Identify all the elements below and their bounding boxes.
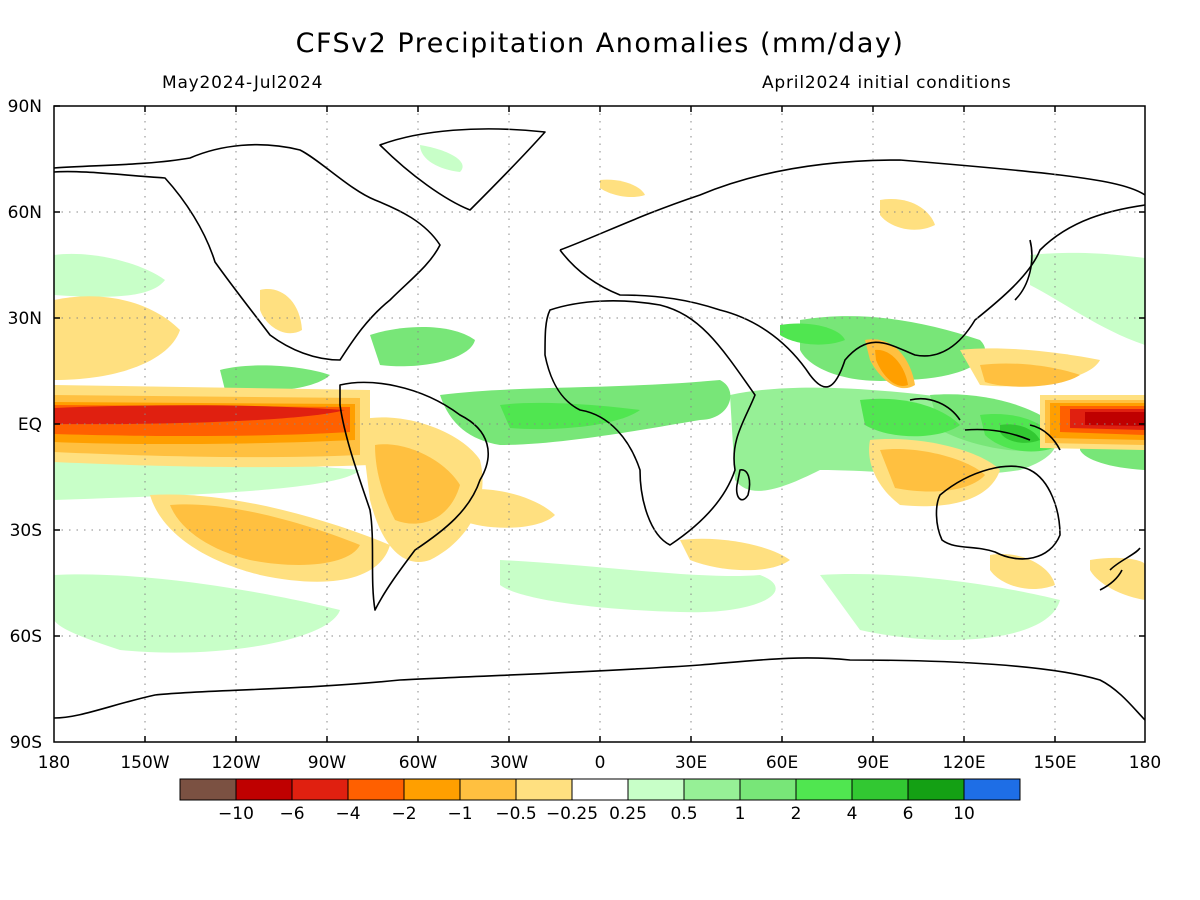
colorbar-swatch: [907, 778, 965, 801]
colorbar-label: 2: [791, 804, 802, 824]
colorbar-swatch: [347, 778, 405, 801]
coast-africa: [544, 300, 756, 546]
colorbar-swatch: [515, 778, 573, 801]
colorbar-swatch: [627, 778, 685, 801]
colorbar-swatch: [795, 778, 853, 801]
anomaly-field: [54, 106, 1145, 742]
lat-label: 30S: [10, 521, 42, 541]
forecast-period: May2024-Jul2024: [162, 73, 323, 93]
lat-label: 30N: [8, 309, 42, 329]
lon-label: 60W: [399, 753, 438, 773]
coast-maritime-continent: [909, 398, 1061, 451]
colorbar-label: −4: [335, 804, 360, 824]
colorbar-label: −2: [391, 804, 416, 824]
tick-marks: [54, 105, 1145, 742]
coast-australia: [935, 465, 1061, 560]
lat-label: EQ: [18, 415, 42, 435]
colorbar-label: 0.5: [670, 804, 697, 824]
colorbar-swatch: [571, 778, 629, 801]
colorbar: −10 −6 −4 −2 −1 −0.5 −0.25 0.25 0.5 1 2 4 6 10: [179, 778, 1021, 824]
map-title: CFSv2 Precipitation Anomalies (mm/day): [296, 28, 905, 59]
lon-label: 120W: [211, 753, 260, 773]
lon-label: 90E: [857, 753, 889, 773]
colorbar-swatch: [963, 778, 1021, 801]
colorbar-label: 6: [903, 804, 914, 824]
longitude-labels: 180 150W 120W 90W 60W 30W 0 30E 60E 90E …: [38, 753, 1161, 773]
colorbar-label: −1: [447, 804, 472, 824]
lon-label: 180: [38, 753, 70, 773]
colorbar-label: 4: [847, 804, 858, 824]
lon-label: 120E: [942, 753, 985, 773]
lat-label: 60S: [10, 627, 42, 647]
colorbar-label: −0.25: [546, 804, 598, 824]
lon-label: 150W: [120, 753, 169, 773]
lon-label: 150E: [1033, 753, 1076, 773]
colorbar-label: −0.5: [495, 804, 536, 824]
colorbar-swatch: [235, 778, 293, 801]
coast-madagascar: [735, 469, 751, 501]
colorbar-swatch: [739, 778, 797, 801]
coast-north-america: [54, 143, 441, 361]
lon-label: 30E: [675, 753, 707, 773]
coast-greenland: [379, 128, 546, 211]
initial-conditions: April2024 initial conditions: [762, 73, 1012, 93]
coastlines: [54, 128, 1145, 721]
coast-new-zealand: [1099, 547, 1141, 591]
latitude-labels: 90N 60N 30N EQ 30S 60S 90S: [8, 97, 42, 753]
lon-label: 0: [595, 753, 606, 773]
colorbar-label: 1: [735, 804, 746, 824]
lat-label: 60N: [8, 203, 42, 223]
coast-japan: [1014, 239, 1033, 301]
colorbar-label: 10: [953, 804, 975, 824]
lon-label: 180: [1129, 753, 1161, 773]
coast-south-america: [339, 381, 489, 611]
lat-label: 90S: [10, 733, 42, 753]
colorbar-swatch: [179, 778, 237, 801]
colorbar-swatch: [851, 778, 909, 801]
colorbar-swatch: [683, 778, 741, 801]
graticule: [54, 106, 1145, 742]
colorbar-label: −6: [279, 804, 304, 824]
coast-antarctica: [54, 657, 1145, 721]
lon-label: 90W: [308, 753, 347, 773]
colorbar-label: 0.25: [609, 804, 647, 824]
lon-label: 60E: [766, 753, 798, 773]
lat-label: 90N: [8, 97, 42, 117]
colorbar-swatch: [403, 778, 461, 801]
dry-anomalies: [54, 179, 1145, 600]
colorbar-swatch: [291, 778, 349, 801]
lon-label: 30W: [490, 753, 529, 773]
colorbar-swatch: [459, 778, 517, 801]
colorbar-label: −10: [218, 804, 254, 824]
